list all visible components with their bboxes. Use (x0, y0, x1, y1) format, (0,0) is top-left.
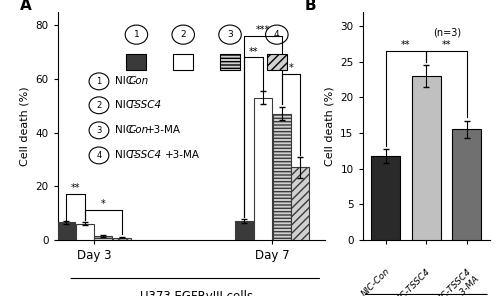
Bar (57, 222, 75, 240)
Text: **: ** (442, 40, 452, 50)
Bar (236, 221, 253, 240)
Text: 3: 3 (227, 30, 233, 39)
Text: 1: 1 (134, 30, 140, 39)
Bar (371, 156, 400, 240)
Text: NIC-: NIC- (115, 76, 137, 86)
Text: 3: 3 (96, 126, 102, 135)
FancyBboxPatch shape (220, 54, 240, 70)
Text: (n=3): (n=3) (432, 28, 461, 38)
Text: NIC-: NIC- (115, 126, 137, 135)
Bar (254, 98, 272, 240)
Text: 4: 4 (274, 30, 280, 39)
Y-axis label: Cell death (%): Cell death (%) (20, 86, 30, 166)
Text: NIC-Con: NIC-Con (360, 267, 392, 296)
Text: 2: 2 (96, 101, 102, 110)
Text: TSSC4: TSSC4 (128, 100, 162, 110)
Text: NIC-: NIC- (115, 100, 137, 110)
Text: +3-MA: +3-MA (146, 126, 181, 135)
Text: A: A (20, 0, 32, 13)
Text: **: ** (249, 46, 258, 57)
Y-axis label: Cell death (%): Cell death (%) (324, 86, 334, 166)
Bar (273, 114, 290, 240)
FancyBboxPatch shape (126, 54, 146, 70)
Text: 4: 4 (96, 151, 102, 160)
Text: B: B (305, 0, 317, 13)
Text: **: ** (70, 183, 80, 193)
Bar (76, 224, 94, 240)
Text: NIC-TSSC4: NIC-TSSC4 (393, 267, 432, 296)
Text: 1: 1 (96, 77, 102, 86)
Text: *: * (101, 200, 105, 210)
Text: U373 EGFRvIII cells: U373 EGFRvIII cells (140, 290, 253, 296)
Text: +3-MA: +3-MA (164, 150, 200, 160)
Text: ***: *** (256, 25, 270, 35)
Bar (412, 76, 440, 240)
Bar (94, 236, 112, 240)
Text: NIC-TSSC4
+ 3-MA: NIC-TSSC4 + 3-MA (434, 267, 480, 296)
Text: *: * (288, 63, 294, 73)
Bar (292, 167, 310, 240)
Text: Con: Con (128, 126, 148, 135)
Text: NIC-: NIC- (115, 150, 137, 160)
Text: **: ** (401, 40, 410, 50)
Text: TSSC4: TSSC4 (128, 150, 162, 160)
Bar (113, 238, 131, 240)
Bar (452, 129, 482, 240)
Text: Con: Con (128, 76, 148, 86)
FancyBboxPatch shape (173, 54, 194, 70)
FancyBboxPatch shape (267, 54, 287, 70)
Text: 2: 2 (180, 30, 186, 39)
